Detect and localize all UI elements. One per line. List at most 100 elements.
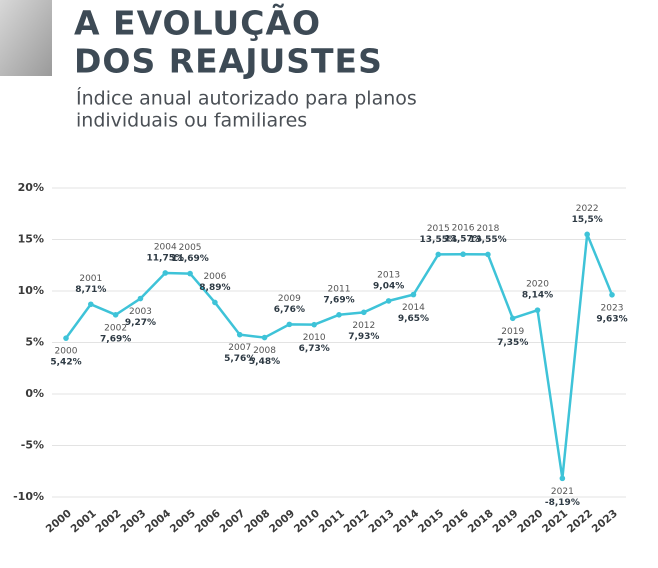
- point: [137, 295, 144, 302]
- data-label: 5,42%: [50, 358, 81, 368]
- point: [236, 331, 243, 338]
- data-label-year: 2018: [476, 224, 499, 234]
- point: [509, 315, 516, 322]
- x-tick-label: 2008: [242, 507, 272, 535]
- data-label: 13,55%: [420, 235, 458, 245]
- point: [212, 299, 218, 306]
- point: [385, 298, 392, 304]
- title-line: A EVOLUÇÃO: [74, 3, 321, 43]
- point: [361, 309, 367, 316]
- point: [88, 301, 94, 308]
- data-label-year: 2020: [526, 280, 549, 290]
- y-tick-label: 10%: [18, 284, 44, 297]
- data-label: 13,55%: [469, 235, 507, 245]
- data-label-year: 2001: [79, 274, 102, 284]
- data-label-year: 2004: [154, 242, 177, 252]
- x-tick-label: 2016: [441, 507, 471, 535]
- data-label: 9,65%: [398, 314, 429, 324]
- subtitle-line: individuais ou familiares: [76, 110, 307, 132]
- data-label: 7,35%: [497, 338, 528, 348]
- data-label-year: 2000: [55, 347, 78, 357]
- data-label: 5,48%: [249, 357, 280, 367]
- y-tick-label: 0%: [25, 387, 44, 400]
- photo: [0, 0, 52, 76]
- data-label-year: 2023: [601, 303, 624, 313]
- data-label: 7,69%: [323, 295, 354, 305]
- point: [410, 291, 417, 298]
- x-tick-label: 2012: [342, 507, 372, 535]
- y-tick-label: -10%: [13, 490, 44, 503]
- data-label: 11,69%: [171, 254, 209, 264]
- point: [261, 334, 268, 341]
- subtitle-line: Índice anual autorizado para planos: [76, 87, 417, 110]
- point: [187, 270, 193, 277]
- x-tick-label: 2002: [93, 507, 123, 535]
- data-label-year: 2010: [303, 333, 326, 343]
- x-tick-label: 2011: [317, 507, 347, 535]
- data-label: 8,14%: [522, 291, 553, 301]
- x-tick-label: 2006: [193, 507, 223, 535]
- data-label-year: 2002: [104, 323, 127, 333]
- x-tick-label: 2004: [143, 507, 173, 535]
- data-label: 7,69%: [100, 334, 131, 344]
- x-tick-label: 2005: [168, 507, 198, 535]
- point: [336, 311, 342, 318]
- point: [63, 335, 69, 341]
- data-label: 13,57%: [444, 235, 482, 245]
- data-label-year: 2003: [129, 307, 152, 317]
- x-tick-label: 2000: [44, 507, 74, 535]
- x-tick-label: 2015: [416, 507, 446, 535]
- data-label-year: 2016: [452, 224, 475, 234]
- data-label: 6,76%: [274, 305, 305, 315]
- data-label-year: 2007: [228, 343, 251, 353]
- x-tick-label: 2007: [217, 507, 247, 535]
- x-tick-label: 2022: [565, 507, 595, 535]
- y-tick-label: 15%: [18, 233, 44, 246]
- x-tick-label: 2014: [391, 507, 421, 535]
- data-label-year: 2012: [352, 321, 375, 331]
- data-label-year: 2005: [179, 243, 202, 253]
- x-tick-label: 2021: [540, 507, 570, 535]
- point: [559, 475, 566, 482]
- point: [286, 321, 293, 328]
- data-label: 7,93%: [348, 332, 379, 342]
- data-label-year: 2006: [203, 272, 226, 282]
- data-label-year: 2008: [253, 346, 276, 356]
- data-label: 5,76%: [224, 354, 255, 364]
- data-label: 6,73%: [299, 344, 330, 354]
- point: [584, 231, 590, 238]
- point: [112, 311, 119, 318]
- x-tick-label: 2020: [515, 507, 545, 535]
- y-tick-label: 5%: [25, 336, 44, 349]
- data-label-year: 2022: [576, 204, 599, 214]
- x-tick-label: 2018: [466, 507, 496, 535]
- x-tick-label: 2019: [490, 507, 520, 535]
- point: [460, 251, 466, 258]
- x-tick-label: 2010: [292, 507, 322, 535]
- data-label: 9,04%: [373, 281, 404, 291]
- data-label: 11,75%: [147, 253, 185, 263]
- point: [311, 321, 317, 328]
- data-label-year: 2019: [501, 327, 524, 337]
- data-label-year: 2015: [427, 224, 450, 234]
- x-tick-label: 2003: [118, 507, 148, 535]
- data-label: 8,71%: [75, 285, 106, 295]
- point: [609, 292, 615, 298]
- point: [435, 251, 442, 258]
- title-line: DOS REAJUSTES: [74, 42, 383, 81]
- point: [534, 307, 541, 313]
- x-tick-label: 2001: [69, 507, 99, 535]
- y-tick-label: -5%: [21, 439, 44, 452]
- x-tick-label: 2009: [267, 507, 297, 535]
- point: [485, 251, 491, 258]
- data-label-year: 2013: [377, 270, 400, 280]
- data-label-year: 2009: [278, 294, 301, 304]
- data-label: 9,63%: [596, 314, 627, 324]
- data-label: 15,5%: [572, 215, 603, 225]
- series-line: [64, 233, 614, 480]
- data-label-year: 2014: [402, 303, 425, 313]
- x-tick-label: 2023: [590, 507, 620, 535]
- data-label: 8,89%: [199, 283, 230, 293]
- y-tick-label: 20%: [18, 181, 44, 194]
